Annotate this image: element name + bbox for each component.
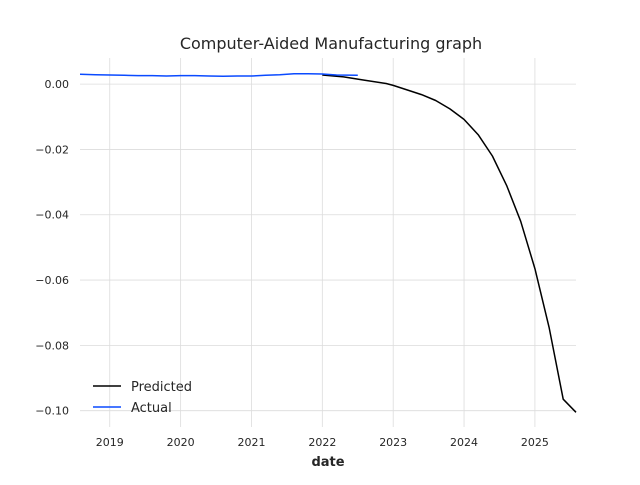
x-axis-ticks: 2019 2020 2021 2022 2023 2024 2025 [96,436,549,449]
legend-label-predicted: Predicted [131,380,192,395]
grid [80,58,576,427]
y-axis-ticks: 0.00 −0.02 −0.04 −0.06 −0.08 −0.10 [35,78,69,418]
x-axis-label: date [311,455,344,470]
y-tick-label: −0.04 [35,209,69,222]
x-tick-label: 2020 [167,436,195,449]
series-line-predicted [322,74,577,413]
x-tick-label: 2019 [96,436,124,449]
chart-title: Computer-Aided Manufacturing graph [180,34,482,53]
x-tick-label: 2024 [450,436,478,449]
x-tick-label: 2021 [237,436,265,449]
legend: Predicted Actual [93,380,192,416]
x-tick-label: 2023 [379,436,407,449]
y-tick-label: 0.00 [45,78,70,91]
y-tick-label: −0.10 [35,405,69,418]
x-tick-label: 2025 [521,436,549,449]
y-tick-label: −0.08 [35,339,69,352]
series-line-actual [79,72,358,78]
legend-label-actual: Actual [131,401,172,416]
y-tick-label: −0.02 [35,143,69,156]
x-tick-label: 2022 [308,436,336,449]
y-tick-label: −0.06 [35,274,69,287]
series-layer [79,72,577,413]
